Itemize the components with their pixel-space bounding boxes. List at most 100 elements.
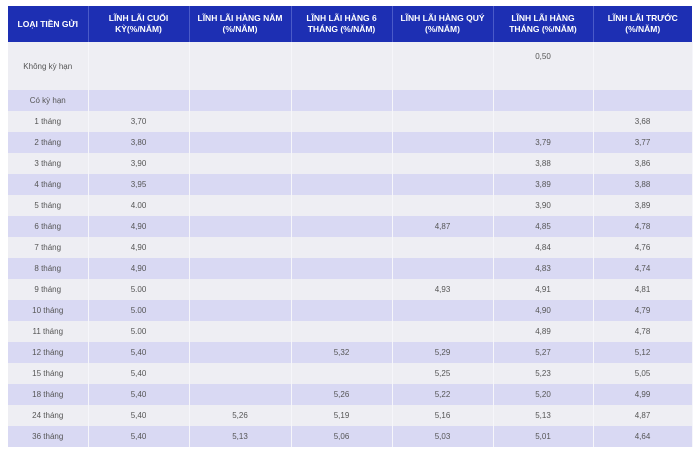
rate-cell: 4,91	[493, 279, 594, 300]
rate-cell: 5,26	[189, 405, 292, 426]
rate-cell	[88, 42, 190, 90]
rate-cell	[392, 237, 494, 258]
rate-cell	[189, 279, 292, 300]
rate-cell: 5,05	[593, 363, 693, 384]
table-row: 2 tháng 3,80 3,79 3,77	[8, 132, 693, 153]
rate-cell	[291, 321, 393, 342]
rate-cell: 4,85	[493, 216, 594, 237]
rate-cell: 4,99	[593, 384, 693, 405]
rate-cell	[291, 195, 393, 216]
rate-cell	[291, 111, 393, 132]
term-label: Không kỳ hạn	[8, 42, 89, 90]
rate-cell: 4,79	[593, 300, 693, 321]
table-row: 18 tháng 5,40 5,26 5,22 5,20 4,99	[8, 384, 693, 405]
rate-cell	[189, 384, 292, 405]
rate-cell: 0,50	[493, 42, 594, 90]
rate-cell	[493, 90, 594, 111]
rate-cell	[291, 42, 393, 90]
rate-cell	[189, 216, 292, 237]
table-row: 9 tháng 5.00 4,93 4,91 4,81	[8, 279, 693, 300]
rate-cell	[189, 132, 292, 153]
rate-cell	[392, 90, 494, 111]
term-label: 3 tháng	[8, 153, 89, 174]
term-label: 1 tháng	[8, 111, 89, 132]
rate-cell	[392, 258, 494, 279]
table-row: 10 tháng 5.00 4,90 4,79	[8, 300, 693, 321]
column-header: LĨNH LÃI HÀNG QUÝ (%/NĂM)	[392, 6, 494, 42]
column-header: LĨNH LÃI HÀNG THÁNG (%/NĂM)	[493, 6, 594, 42]
rate-cell	[392, 153, 494, 174]
table-row: 6 tháng 4,90 4,87 4,85 4,78	[8, 216, 693, 237]
rate-cell: 5.00	[88, 279, 190, 300]
rate-cell: 4,90	[88, 237, 190, 258]
table-row: 5 tháng 4.00 3,90 3,89	[8, 195, 693, 216]
rate-cell: 4.00	[88, 195, 190, 216]
table-row: Có kỳ hạn	[8, 90, 693, 111]
rate-cell	[291, 237, 393, 258]
rate-cell	[291, 363, 393, 384]
rate-cell	[189, 90, 292, 111]
term-label: 24 tháng	[8, 405, 89, 426]
column-header: LOẠI TIỀN GỬI	[8, 6, 89, 42]
rate-cell	[189, 111, 292, 132]
rate-cell: 4,87	[593, 405, 693, 426]
rate-cell: 3,95	[88, 174, 190, 195]
rate-cell: 3,77	[593, 132, 693, 153]
rate-cell	[291, 258, 393, 279]
rate-cell: 5,40	[88, 342, 190, 363]
term-label: 12 tháng	[8, 342, 89, 363]
rate-cell	[291, 216, 393, 237]
term-label: 9 tháng	[8, 279, 89, 300]
rate-cell: 4,83	[493, 258, 594, 279]
rate-cell: 5,40	[88, 426, 190, 447]
table-row: 12 tháng 5,40 5,32 5,29 5,27 5,12	[8, 342, 693, 363]
rate-cell	[392, 111, 494, 132]
rate-cell: 3,89	[493, 174, 594, 195]
column-header: LĨNH LÃI CUỐI KỲ(%/NĂM)	[88, 6, 190, 42]
rate-cell	[291, 132, 393, 153]
table-row: 7 tháng 4,90 4,84 4,76	[8, 237, 693, 258]
rate-cell	[189, 153, 292, 174]
rate-cell: 4,89	[493, 321, 594, 342]
rate-cell	[291, 153, 393, 174]
rate-cell	[392, 42, 494, 90]
table-row: Không kỳ hạn 0,50	[8, 42, 693, 90]
rate-cell: 3,79	[493, 132, 594, 153]
rate-cell: 4,90	[88, 258, 190, 279]
term-label: 15 tháng	[8, 363, 89, 384]
rate-cell: 5,23	[493, 363, 594, 384]
rate-cell	[392, 195, 494, 216]
rate-cell: 5,40	[88, 363, 190, 384]
rate-cell: 5,16	[392, 405, 494, 426]
rate-cell: 5,22	[392, 384, 494, 405]
rate-cell	[189, 258, 292, 279]
rate-cell	[392, 132, 494, 153]
term-label: 8 tháng	[8, 258, 89, 279]
term-label: 18 tháng	[8, 384, 89, 405]
rate-cell: 5,03	[392, 426, 494, 447]
rate-cell: 4,87	[392, 216, 494, 237]
rate-cell: 5,32	[291, 342, 393, 363]
rate-cell	[291, 90, 393, 111]
rate-cell	[189, 300, 292, 321]
rate-cell	[189, 42, 292, 90]
term-label: Có kỳ hạn	[8, 90, 89, 111]
rate-cell	[189, 195, 292, 216]
rate-cell: 5,13	[189, 426, 292, 447]
rate-cell: 3,88	[593, 174, 693, 195]
rate-cell: 5,01	[493, 426, 594, 447]
rate-cell: 4,84	[493, 237, 594, 258]
rate-cell	[392, 300, 494, 321]
rate-cell	[291, 300, 393, 321]
column-header: LĨNH LÃI HÀNG NĂM (%/NĂM)	[189, 6, 292, 42]
rate-cell: 3,70	[88, 111, 190, 132]
rate-cell	[189, 342, 292, 363]
rate-cell: 4,90	[493, 300, 594, 321]
rate-cell	[392, 174, 494, 195]
table-row: 24 tháng 5,40 5,26 5,19 5,16 5,13 4,87	[8, 405, 693, 426]
rate-cell: 5.00	[88, 321, 190, 342]
rate-cell	[392, 321, 494, 342]
rate-cell: 5,40	[88, 384, 190, 405]
rate-cell: 5,40	[88, 405, 190, 426]
rate-cell: 5,27	[493, 342, 594, 363]
